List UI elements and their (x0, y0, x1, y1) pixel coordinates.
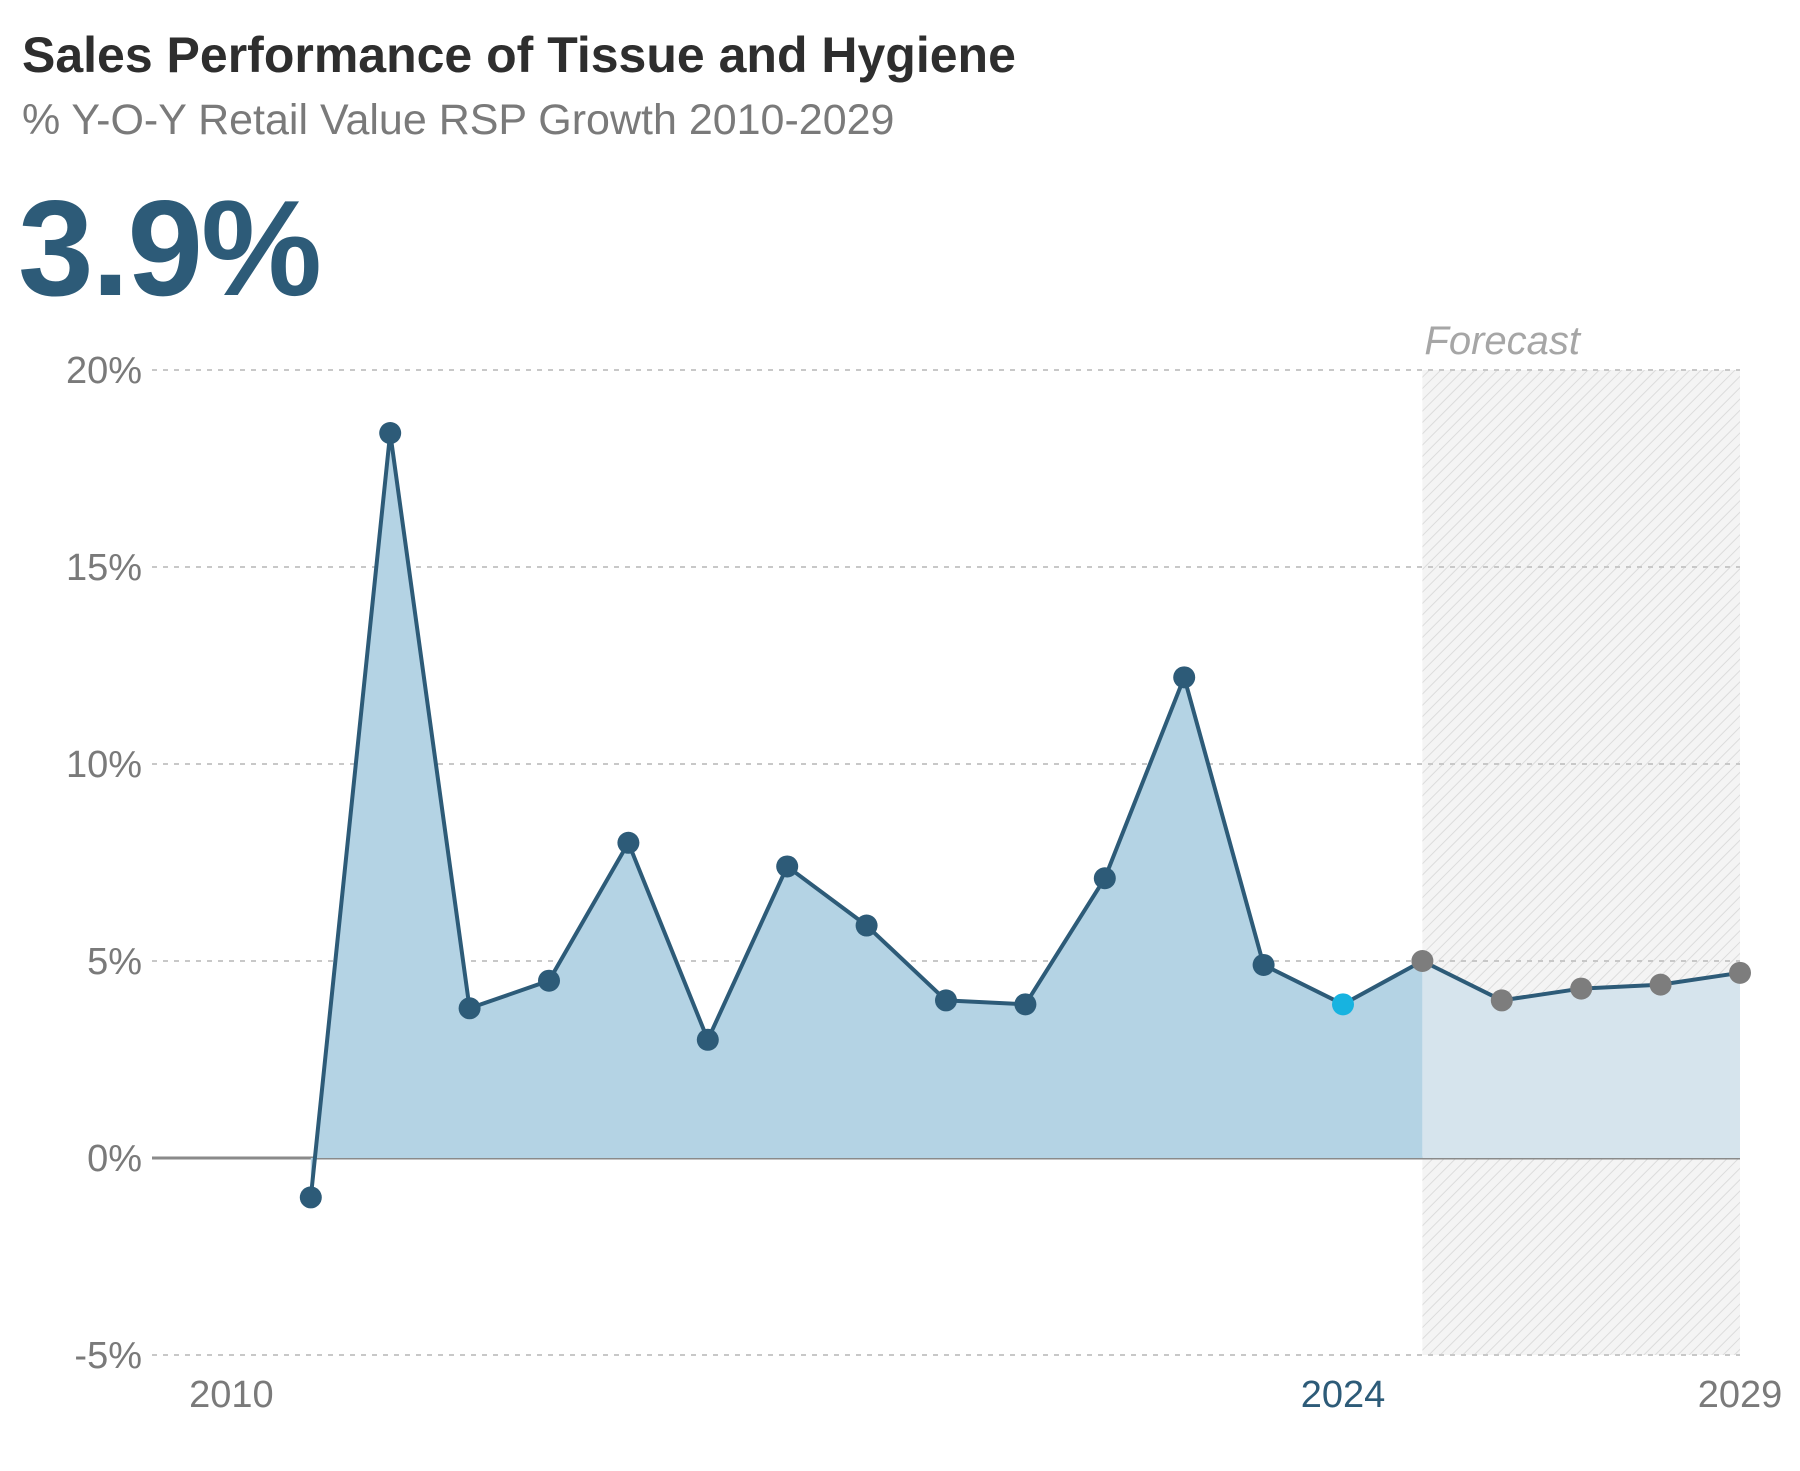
data-point (1014, 993, 1037, 1016)
headline-growth-value: 3.9% (18, 172, 322, 324)
x-tick-label: 2029 (1698, 1374, 1783, 1416)
y-tick-label: 5% (87, 941, 142, 983)
series-line-segment (1579, 982, 1663, 991)
x-tick-label: 2010 (189, 1374, 274, 1416)
data-point (379, 422, 402, 445)
data-point-current (1332, 993, 1354, 1016)
data-point (1173, 666, 1196, 689)
data-point (617, 831, 640, 854)
data-point (696, 1028, 719, 1051)
data-point (458, 997, 481, 1020)
data-point-forecast (1411, 950, 1434, 972)
y-tick-label: 15% (66, 547, 142, 589)
data-point (776, 855, 799, 878)
series-line-segment (626, 840, 710, 1042)
data-point-forecast (1649, 973, 1672, 996)
data-point (1093, 867, 1116, 890)
data-point-forecast (1490, 989, 1513, 1012)
series-line-segment (388, 431, 472, 1011)
data-point (935, 989, 957, 1012)
data-point (855, 914, 878, 937)
y-tick-label: 0% (87, 1138, 142, 1180)
series-line-segment (1341, 959, 1425, 1007)
series-line-segment (467, 978, 551, 1011)
series-line-segment (1102, 675, 1187, 881)
data-point-forecast (1570, 977, 1593, 1000)
series-line-segment (1499, 986, 1584, 1003)
series-line-segment (705, 864, 790, 1042)
data-point (538, 969, 560, 992)
chart-title: Sales Performance of Tissue and Hygiene (22, 27, 1016, 83)
x-tick-label: 2024 (1301, 1374, 1386, 1416)
series-line-segment (308, 431, 393, 1200)
y-tick-label: -5% (74, 1335, 142, 1377)
chart-subtitle: % Y-O-Y Retail Value RSP Growth 2010-202… (22, 96, 895, 144)
y-tick-label: 20% (66, 350, 142, 392)
series-line-segment (1420, 959, 1504, 1003)
area-actual (310, 433, 1423, 1198)
forecast-label: Forecast (1424, 319, 1581, 363)
series-line-segment (944, 998, 1028, 1007)
y-tick-label: 10% (66, 744, 142, 786)
series-line-segment (1182, 675, 1266, 967)
data-point-forecast (1729, 961, 1751, 984)
series-line-segment (547, 840, 631, 983)
forecast-band (1422, 370, 1740, 1355)
series-line-segment (785, 864, 869, 928)
series-line-segment (1261, 962, 1345, 1007)
series-line-segment (1023, 876, 1107, 1007)
series-line-segment (1658, 970, 1742, 987)
series-line-segment (864, 923, 948, 1003)
data-point (1252, 953, 1275, 976)
data-point (299, 1186, 322, 1209)
